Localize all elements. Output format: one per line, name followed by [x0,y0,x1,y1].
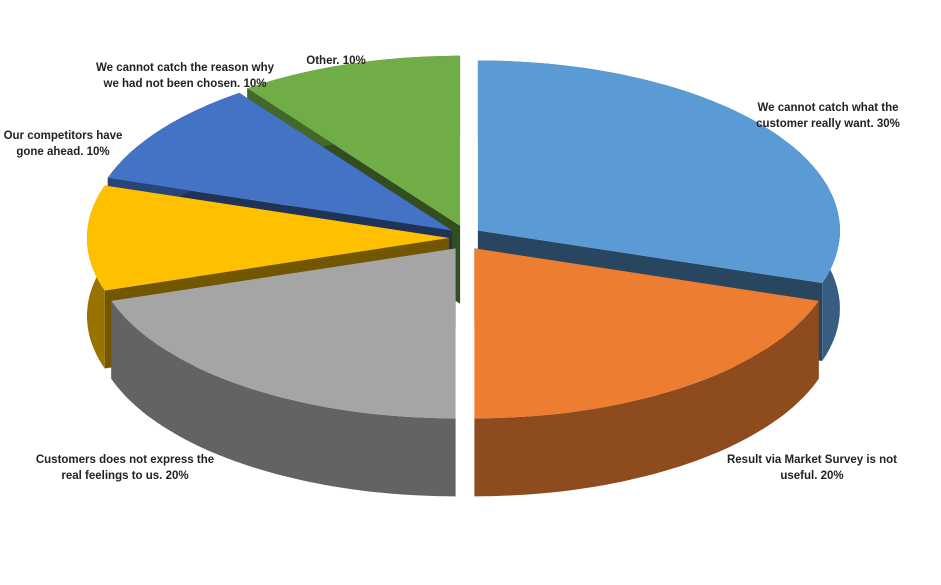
data-label: We cannot catch what the customer really… [743,100,913,132]
data-label: We cannot catch the reason why we had no… [95,60,275,92]
slice [111,248,456,419]
slice [107,92,453,231]
data-label: Other. 10% [276,53,396,69]
slice-side [474,300,819,497]
value-label: 20% [820,470,844,482]
value-label: 10% [342,55,366,67]
category-label: We cannot catch the reason why we had no… [95,62,275,90]
slice [87,185,449,291]
data-label: Our competitors have gone ahead. 10% [0,128,128,160]
category-label: Other. [306,55,340,67]
data-label: Result via Market Survey is not useful. … [717,452,907,484]
slice [474,248,819,419]
slice-side [111,300,456,497]
slice [247,55,461,226]
value-label: 10% [243,78,267,90]
category-label: Result via Market Survey is not useful. [726,454,897,482]
category-label: Customers does not express the real feel… [35,454,215,482]
category-label: Our competitors have gone ahead. [3,130,123,158]
value-label: 20% [165,470,189,482]
category-label: We cannot catch what the customer really… [756,102,899,130]
data-label: Customers does not express the real feel… [25,452,225,484]
slice [477,60,840,283]
value-label: 30% [876,118,900,130]
value-label: 10% [86,146,110,158]
